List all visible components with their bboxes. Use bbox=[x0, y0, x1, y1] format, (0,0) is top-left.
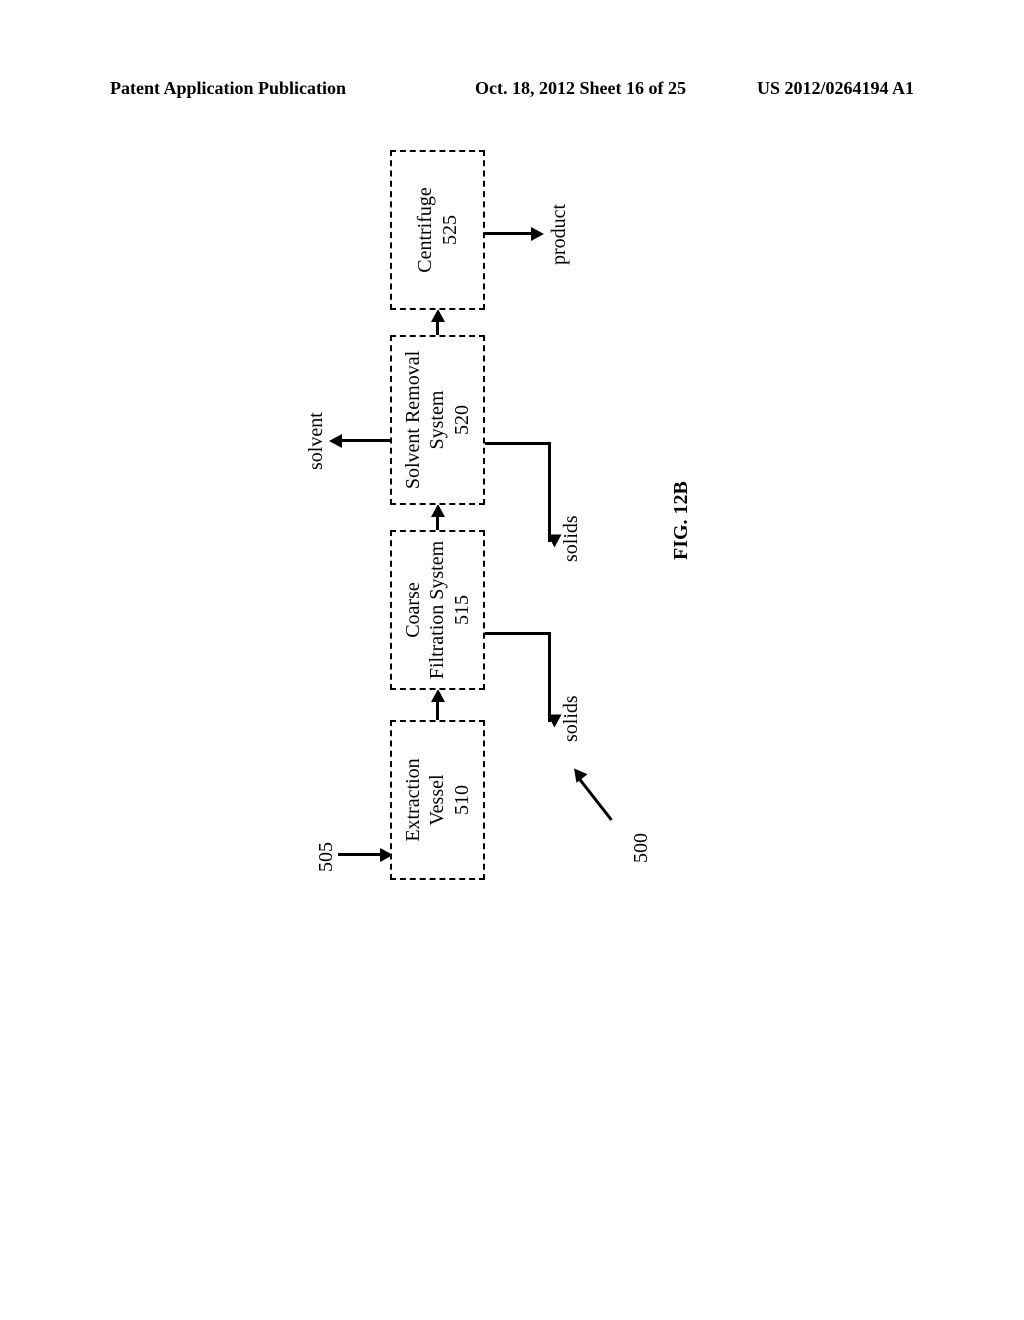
page-header: Patent Application Publication Oct. 18, … bbox=[0, 78, 1024, 108]
arrow-500-head bbox=[568, 764, 587, 783]
arrow-1-2-line bbox=[436, 700, 439, 720]
box-coarse-filtration: CoarseFiltration System 515 bbox=[390, 530, 485, 690]
header-right: US 2012/0264194 A1 bbox=[757, 78, 914, 99]
flow-diagram: 505 ExtractionVessel 510 CoarseFiltratio… bbox=[130, 150, 810, 850]
box4-num: 525 bbox=[439, 215, 462, 245]
arrow-505-line bbox=[338, 853, 382, 856]
arrow-500-line bbox=[576, 776, 612, 821]
input-label-505: 505 bbox=[315, 842, 338, 872]
label-500: 500 bbox=[630, 833, 653, 863]
box-centrifuge: Centrifuge 525 bbox=[390, 150, 485, 310]
arrow-solvent-line bbox=[340, 439, 390, 442]
box3-num: 520 bbox=[451, 405, 474, 435]
label-product: product bbox=[548, 204, 571, 265]
arrow-product-line bbox=[485, 232, 533, 235]
box2-num: 515 bbox=[451, 595, 474, 625]
label-solids2: solids bbox=[560, 515, 583, 562]
arrow-solids2-h bbox=[548, 442, 551, 542]
arrow-3-4-head bbox=[431, 309, 445, 322]
label-solvent: solvent bbox=[305, 412, 328, 470]
box3-title: Solvent RemovalSystem bbox=[401, 351, 449, 489]
arrow-solids2-v bbox=[485, 442, 550, 445]
box-extraction-vessel: ExtractionVessel 510 bbox=[390, 720, 485, 880]
arrow-3-4-line bbox=[436, 320, 439, 335]
arrow-solids1-v bbox=[485, 632, 550, 635]
box2-title: CoarseFiltration System bbox=[401, 541, 449, 679]
box1-title: ExtractionVessel bbox=[401, 758, 449, 841]
header-center: Oct. 18, 2012 Sheet 16 of 25 bbox=[475, 78, 686, 99]
header-left: Patent Application Publication bbox=[110, 78, 346, 99]
arrow-product-head bbox=[531, 227, 544, 241]
box4-title: Centrifuge bbox=[413, 187, 437, 273]
arrow-2-3-head bbox=[431, 504, 445, 517]
box1-num: 510 bbox=[451, 785, 474, 815]
arrow-solvent-head bbox=[329, 434, 342, 448]
arrow-1-2-head bbox=[431, 689, 445, 702]
label-solids1: solids bbox=[560, 695, 583, 742]
arrow-solids1-h bbox=[548, 632, 551, 722]
figure-caption: FIG. 12B bbox=[670, 481, 693, 560]
arrow-2-3-line bbox=[436, 515, 439, 530]
box-solvent-removal: Solvent RemovalSystem 520 bbox=[390, 335, 485, 505]
